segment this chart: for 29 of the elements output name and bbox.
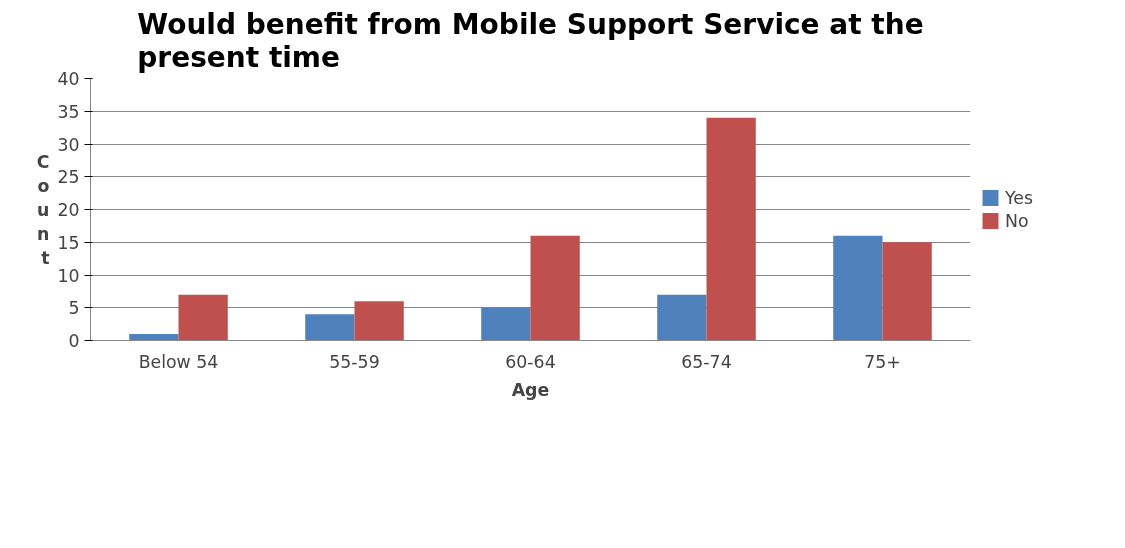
- y-tick-label: 35: [57, 101, 80, 122]
- bar: [354, 301, 404, 341]
- y-axis-title: Count: [36, 151, 50, 268]
- y-tick-label: 10: [57, 265, 80, 286]
- bar: [305, 314, 355, 341]
- x-tick-label: 65-74: [681, 351, 732, 372]
- bar: [657, 294, 707, 341]
- bar: [833, 235, 883, 341]
- legend-label: No: [1005, 210, 1029, 231]
- bar: [481, 307, 531, 341]
- y-tick-label: 5: [68, 298, 80, 319]
- x-tick-label: 75+: [864, 351, 901, 372]
- bar: [129, 333, 179, 341]
- x-tick-label: 55-59: [329, 351, 380, 372]
- x-tick-label: Below 54: [138, 351, 219, 372]
- y-tick-label: 25: [57, 167, 80, 188]
- bar: [178, 294, 228, 341]
- y-tick-label: 40: [57, 69, 80, 89]
- chart-title: Would benefit from Mobile Support Service at the present time: [137, 7, 924, 74]
- bar: [882, 242, 932, 341]
- legend-label: Yes: [1005, 187, 1033, 208]
- y-tick-label: 0: [68, 331, 80, 351]
- bar: [530, 235, 580, 341]
- y-tick-label: 30: [57, 134, 80, 155]
- x-tick-label: 60-64: [505, 351, 556, 372]
- y-tick-label: 20: [57, 200, 80, 220]
- y-tick-label: 15: [57, 232, 80, 253]
- x-axis-title: Age: [511, 379, 550, 400]
- bar: [706, 117, 756, 341]
